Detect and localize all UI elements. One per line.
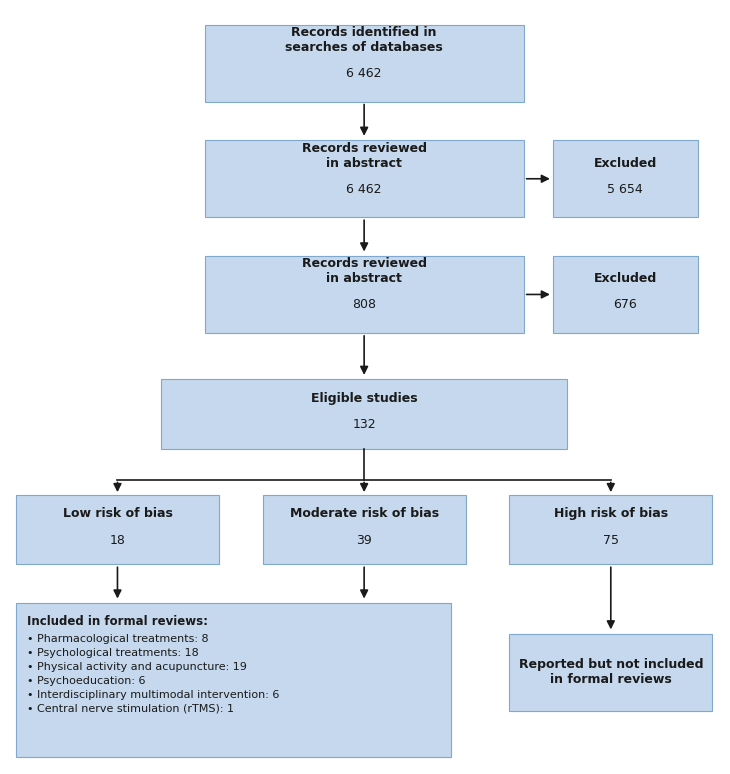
FancyBboxPatch shape <box>204 25 523 101</box>
Text: Excluded: Excluded <box>593 272 657 285</box>
FancyBboxPatch shape <box>510 634 712 711</box>
FancyBboxPatch shape <box>204 256 523 333</box>
Text: Low risk of bias: Low risk of bias <box>63 508 172 520</box>
FancyBboxPatch shape <box>161 379 567 449</box>
Text: Eligible studies: Eligible studies <box>311 392 418 405</box>
Text: 132: 132 <box>353 418 376 431</box>
Text: Excluded: Excluded <box>593 156 657 170</box>
Text: Records reviewed
in abstract: Records reviewed in abstract <box>301 142 426 170</box>
Text: Records reviewed
in abstract: Records reviewed in abstract <box>301 257 426 285</box>
Text: 6 462: 6 462 <box>346 67 382 80</box>
Text: 18: 18 <box>110 533 126 546</box>
Text: Records identified in
searches of databases: Records identified in searches of databa… <box>285 26 443 54</box>
Text: 39: 39 <box>356 533 372 546</box>
Text: 75: 75 <box>603 533 619 546</box>
FancyBboxPatch shape <box>16 495 219 564</box>
FancyBboxPatch shape <box>553 140 698 217</box>
FancyBboxPatch shape <box>16 603 451 757</box>
Text: 676: 676 <box>613 298 637 311</box>
Text: Reported but not included
in formal reviews: Reported but not included in formal revi… <box>518 659 703 687</box>
FancyBboxPatch shape <box>263 495 466 564</box>
FancyBboxPatch shape <box>204 140 523 217</box>
Text: • Pharmacological treatments: 8
• Psychological treatments: 18
• Physical activi: • Pharmacological treatments: 8 • Psycho… <box>27 634 279 714</box>
Text: Moderate risk of bias: Moderate risk of bias <box>290 508 439 520</box>
FancyBboxPatch shape <box>510 495 712 564</box>
Text: 6 462: 6 462 <box>346 183 382 196</box>
FancyBboxPatch shape <box>553 256 698 333</box>
Text: 808: 808 <box>352 298 376 311</box>
Text: High risk of bias: High risk of bias <box>554 508 668 520</box>
Text: 5 654: 5 654 <box>607 183 643 196</box>
Text: Included in formal reviews:: Included in formal reviews: <box>27 615 208 628</box>
